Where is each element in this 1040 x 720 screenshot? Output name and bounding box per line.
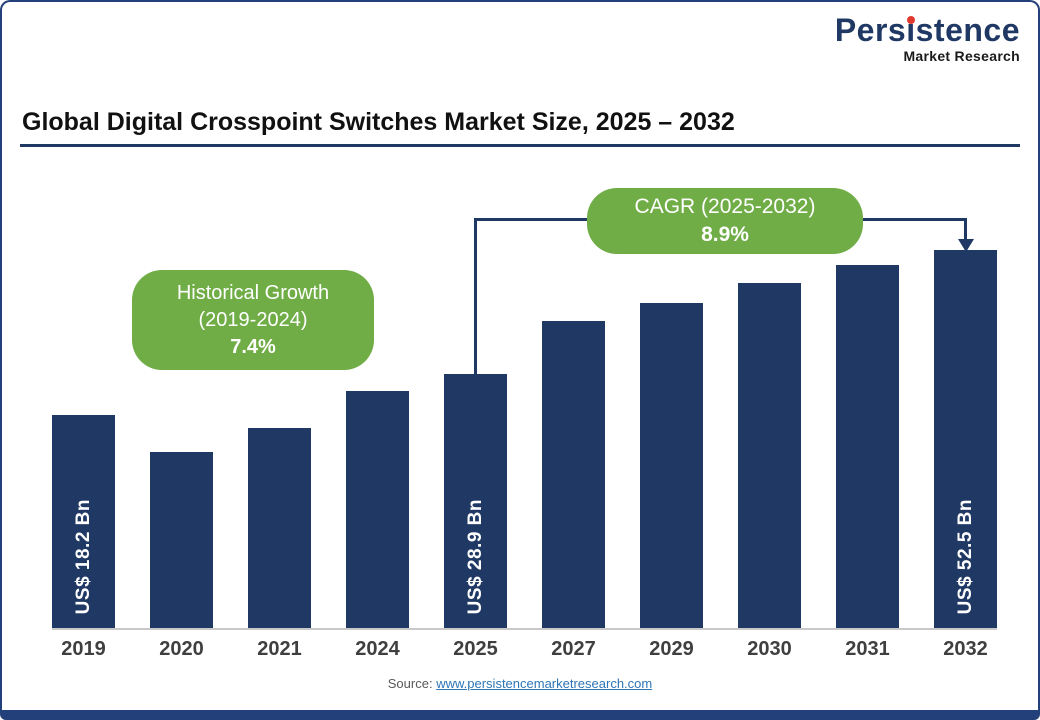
source-label: Source: bbox=[387, 676, 433, 691]
x-axis-label-2020: 2020 bbox=[159, 638, 204, 660]
x-axis-label-2029: 2029 bbox=[649, 638, 694, 660]
logo-wordmark: Persistence bbox=[835, 14, 1020, 46]
cagr-connector-arrowhead-icon bbox=[958, 239, 974, 252]
cagr-label: CAGR (2025-2032) bbox=[634, 194, 816, 218]
bar-2027 bbox=[542, 321, 605, 628]
cagr-connector-right-line bbox=[964, 218, 967, 240]
title-divider bbox=[20, 144, 1020, 147]
bar-2025: US$ 28.9 Bn bbox=[444, 374, 507, 628]
cagr-callout: CAGR (2025-2032) 8.9% bbox=[587, 188, 863, 254]
x-axis-label-2024: 2024 bbox=[355, 638, 400, 660]
bar-2031 bbox=[836, 265, 899, 628]
bar-2024 bbox=[346, 391, 409, 628]
x-axis-label-2021: 2021 bbox=[257, 638, 302, 660]
x-axis-labels: 2019 2020 2021 2024 2025 2027 2029 2030 2031 2032 bbox=[52, 638, 997, 661]
historical-growth-callout: Historical Growth (2019-2024) 7.4% bbox=[132, 270, 374, 370]
x-axis-label-2027: 2027 bbox=[551, 638, 596, 660]
historical-growth-line2: (2019-2024) bbox=[198, 308, 308, 331]
source-link[interactable]: www.persistencemarketresearch.com bbox=[436, 676, 653, 691]
logo-text-post: stence bbox=[915, 12, 1020, 48]
x-axis-label-2025: 2025 bbox=[453, 638, 498, 660]
bar-value-label-2032: US$ 52.5 Bn bbox=[954, 498, 976, 614]
x-axis-label-2032: 2032 bbox=[943, 638, 988, 660]
bar-2020 bbox=[150, 452, 213, 628]
logo-subtitle: Market Research bbox=[903, 48, 1020, 64]
x-axis-label-2031: 2031 bbox=[845, 638, 890, 660]
x-axis-label-2019: 2019 bbox=[61, 638, 106, 660]
cagr-connector-left-line bbox=[474, 218, 477, 376]
chart-title: Global Digital Crosspoint Switches Marke… bbox=[22, 108, 735, 136]
persistence-market-research-logo: Persistence Market Research bbox=[835, 14, 1020, 63]
logo-text-pre: Pers bbox=[834, 12, 907, 48]
cagr-value: 8.9% bbox=[701, 223, 749, 246]
chart-stage: Historical Growth (2019-2024) 7.4% CAGR … bbox=[52, 172, 997, 661]
source-line: Source: www.persistencemarketresearch.co… bbox=[2, 676, 1038, 691]
bar-2032: US$ 52.5 Bn bbox=[934, 250, 997, 628]
bar-2029 bbox=[640, 303, 703, 628]
historical-growth-value: 7.4% bbox=[230, 335, 276, 358]
bar-value-label-2019: US$ 18.2 Bn bbox=[72, 498, 94, 614]
bar-2021 bbox=[248, 428, 311, 628]
bar-2030 bbox=[738, 283, 801, 628]
plot-area: Historical Growth (2019-2024) 7.4% CAGR … bbox=[52, 172, 997, 630]
logo-red-dot-i: i bbox=[906, 12, 916, 48]
x-axis-label-2030: 2030 bbox=[747, 638, 792, 660]
bar-value-label-2025: US$ 28.9 Bn bbox=[464, 498, 486, 614]
bar-2019: US$ 18.2 Bn bbox=[52, 415, 115, 628]
historical-growth-line1: Historical Growth bbox=[176, 281, 330, 304]
